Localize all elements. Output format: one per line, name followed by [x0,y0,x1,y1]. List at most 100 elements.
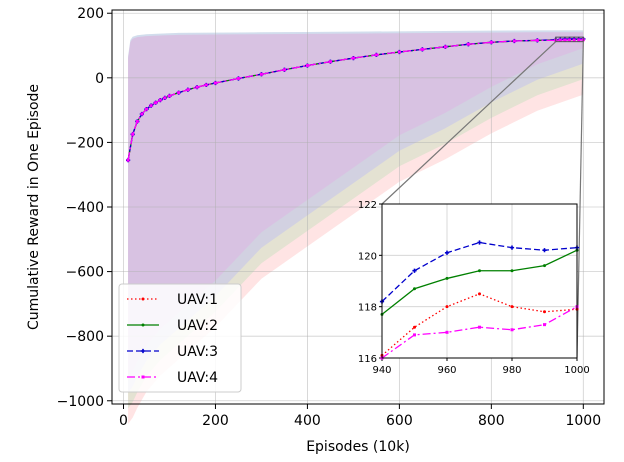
legend-entry: UAV:1 [127,292,218,308]
variance-band [128,30,584,409]
x-tick-label: 800 [478,413,505,429]
x-tick-label: 200 [202,413,229,429]
data-point [397,50,401,54]
data-point [535,38,539,42]
data-point [445,276,449,280]
data-point [413,333,416,337]
axis-ticks: 0 200 400 600 800 1000 −1000 −800 −600 −400 −200 0 2… [57,6,601,429]
y-tick-label: −800 [66,329,104,345]
data-point [568,38,572,42]
x-tick-label: 0 [119,413,128,429]
x-axis-label: Episodes (10k) [306,439,410,455]
data-point [374,53,378,57]
data-point [413,287,416,291]
data-point [477,240,482,245]
data-point [141,297,145,301]
data-point [140,348,146,354]
data-point [563,38,567,42]
inset-x-tick-label: 960 [437,365,456,376]
inset-y-tick-label: 120 [358,251,377,262]
legend: UAV:1 UAV:2 UAV:3 UAV:4 [118,283,242,393]
data-point [542,248,547,253]
data-point [141,375,145,379]
inset-chart: 940 960 980 1000 116 118 120 122 [358,200,590,376]
y-tick-label: −1000 [57,394,104,410]
data-point [154,101,158,105]
x-tick-label: 400 [294,413,321,429]
x-tick-label: 600 [386,413,413,429]
data-point [443,45,447,49]
data-point [543,264,546,268]
data-point [135,119,139,123]
data-point [351,56,355,60]
data-point [420,47,424,51]
y-tick-label: −400 [66,200,104,216]
legend-label: UAV:1 [177,292,218,308]
inset-y-tick-label: 118 [358,303,377,314]
data-point [186,88,190,92]
data-point [444,250,450,255]
legend-entry: UAV:4 [127,370,218,386]
data-point [558,38,562,42]
y-tick-label: −600 [66,265,104,281]
data-point [543,310,546,314]
y-tick-label: 0 [95,71,104,87]
data-point [510,328,514,332]
data-point [236,76,240,80]
inset-background [382,204,577,358]
variance-band [128,32,584,378]
inset-x-tick-label: 940 [372,365,391,376]
data-point [510,305,514,309]
y-axis-label: Cumulative Reward in One Episode [26,84,42,330]
data-point [445,330,449,334]
legend-entry: UAV:2 [127,318,218,334]
data-point [144,107,148,111]
legend-label: UAV:3 [177,344,218,360]
zoom-connector [381,41,557,205]
y-tick-label: 200 [77,6,104,22]
data-point [195,85,199,89]
series-uav-4 [126,38,585,162]
legend-label: UAV:4 [177,370,218,386]
data-point [282,68,286,72]
data-point [510,269,514,273]
data-point [158,98,162,102]
data-point [126,158,130,162]
data-point [512,39,516,43]
data-point [489,40,493,44]
legend-entry: UAV:3 [127,344,218,360]
legend-label: UAV:2 [177,318,218,334]
data-point [412,268,417,273]
data-point [572,38,576,42]
data-point [509,245,515,250]
data-point [167,94,171,98]
variance-band [128,30,584,394]
variance-band [128,32,584,425]
inset-y-tick-label: 116 [358,354,377,365]
data-point [577,38,581,42]
inset-series-uav-1 [380,292,579,357]
x-tick-label: 1000 [565,413,601,429]
legend-box [118,283,242,393]
data-point [445,305,449,309]
data-point [466,42,470,46]
data-point [131,132,135,136]
data-point [413,325,416,329]
inset-frame [381,203,578,359]
data-point [163,96,167,100]
data-point [478,325,481,329]
data-point [478,292,481,296]
inset-y-tick-label: 122 [358,200,377,211]
data-point [478,269,481,273]
series-lines [125,36,586,163]
data-point [149,104,153,108]
data-point [213,81,217,85]
inset-x-tick-label: 980 [502,365,521,376]
data-point [177,91,181,95]
inset-x-tick-label: 1000 [564,365,589,376]
y-tick-label: −200 [66,135,104,151]
zoom-box [555,36,584,43]
data-point [141,323,145,327]
data-point [305,64,309,68]
